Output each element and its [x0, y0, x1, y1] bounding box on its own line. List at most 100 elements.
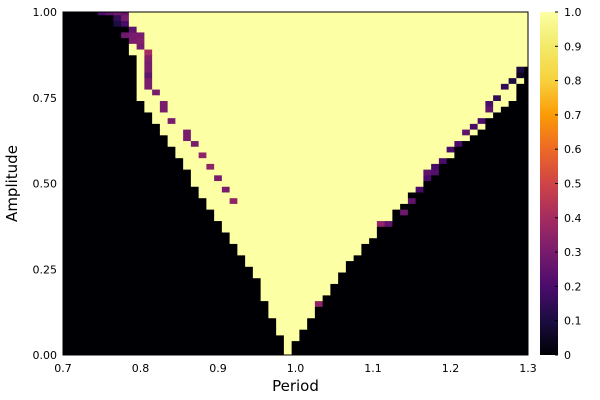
heatmap-cell — [469, 123, 479, 130]
heatmap-cell — [415, 163, 424, 170]
heatmap-cell — [190, 312, 200, 319]
heatmap-cell — [407, 214, 417, 222]
heatmap-cell — [66, 83, 76, 90]
heatmap-cell — [423, 112, 432, 119]
heatmap-cell — [152, 294, 161, 302]
heatmap-cell — [462, 14, 471, 21]
heatmap-cell — [291, 146, 300, 153]
heatmap-cell — [353, 289, 362, 296]
heatmap-cell — [97, 152, 107, 159]
heatmap-cell — [175, 334, 184, 342]
heatmap-cell — [400, 334, 409, 342]
heatmap-cell — [438, 312, 448, 319]
heatmap-cell — [74, 214, 83, 222]
heatmap-cell — [307, 289, 316, 296]
heatmap-cell — [392, 43, 401, 50]
heatmap-cell — [299, 26, 308, 33]
heatmap-cell — [206, 334, 215, 342]
heatmap-cell — [446, 77, 455, 84]
heatmap-cell — [90, 49, 99, 56]
heatmap-cell — [214, 294, 223, 302]
heatmap-cell — [454, 283, 463, 290]
heatmap-cell — [322, 129, 331, 136]
heatmap-cell — [159, 329, 169, 336]
heatmap-cell — [438, 134, 448, 142]
heatmap-cell — [152, 186, 161, 193]
heatmap-cell — [454, 334, 463, 342]
heatmap-cell — [214, 169, 223, 176]
heatmap-cell — [229, 277, 238, 284]
heatmap-cell — [477, 77, 486, 84]
heatmap-cell — [524, 117, 529, 124]
heatmap-cell — [291, 180, 300, 187]
heatmap-cell — [485, 323, 494, 330]
heatmap-cell — [524, 283, 529, 290]
heatmap-cell — [338, 14, 347, 21]
heatmap-cell — [214, 26, 223, 33]
heatmap-cell — [345, 112, 355, 119]
heatmap-cell — [508, 32, 517, 39]
heatmap-cell — [307, 283, 316, 290]
heatmap-cell — [516, 180, 525, 187]
heatmap-cell — [361, 14, 370, 21]
heatmap-cell — [90, 83, 99, 90]
heatmap-cell — [415, 26, 424, 33]
heatmap-cell — [299, 49, 308, 56]
heatmap-cell — [128, 237, 138, 244]
heatmap-cell — [508, 289, 517, 296]
heatmap-cell — [516, 112, 525, 119]
heatmap-cell — [314, 112, 324, 119]
heatmap-cell — [175, 83, 184, 90]
heatmap-cell — [152, 117, 161, 124]
heatmap-cell — [260, 94, 269, 102]
heatmap-cell — [268, 157, 277, 164]
heatmap-cell — [431, 129, 440, 136]
heatmap-cell — [415, 340, 424, 347]
heatmap-cell — [283, 72, 293, 79]
heatmap-cell — [252, 60, 262, 67]
heatmap-cell — [508, 237, 517, 244]
heatmap-cell — [493, 89, 502, 96]
heatmap-cell — [462, 266, 471, 273]
heatmap-cell — [477, 249, 486, 256]
heatmap-cell — [407, 60, 417, 67]
heatmap-cell — [152, 266, 161, 273]
heatmap-cell — [167, 214, 176, 222]
heatmap-cell — [237, 226, 246, 233]
heatmap-cell — [469, 83, 479, 90]
heatmap-cell — [469, 20, 479, 27]
heatmap-cell — [206, 317, 215, 324]
heatmap-cell — [361, 83, 370, 90]
heatmap-cell — [423, 266, 432, 273]
heatmap-cell — [454, 169, 463, 176]
heatmap-cell — [144, 43, 153, 50]
heatmap-cell — [113, 249, 122, 256]
heatmap-cell — [105, 203, 114, 210]
heatmap-cell — [260, 163, 269, 170]
heatmap-cell — [508, 192, 517, 199]
heatmap-cell — [121, 20, 130, 27]
heatmap-cell — [493, 203, 502, 210]
heatmap-cell — [245, 197, 254, 204]
heatmap-cell — [361, 329, 370, 336]
heatmap-cell — [167, 237, 176, 244]
heatmap-cell — [462, 26, 471, 33]
heatmap-cell — [291, 277, 300, 284]
heatmap-cell — [469, 146, 479, 153]
heatmap-cell — [105, 300, 114, 307]
heatmap-cell — [454, 60, 463, 67]
heatmap-cell — [128, 329, 138, 336]
heatmap-cell — [291, 152, 300, 159]
heatmap-cell — [175, 237, 184, 244]
heatmap-cell — [268, 300, 277, 307]
heatmap-cell — [485, 186, 494, 193]
heatmap-cell — [423, 272, 432, 279]
heatmap-cell — [113, 283, 122, 290]
heatmap-cell — [245, 174, 254, 182]
heatmap-cell — [485, 140, 494, 147]
heatmap-cell — [314, 254, 324, 262]
heatmap-cell — [345, 60, 355, 67]
heatmap-cell — [314, 134, 324, 142]
heatmap-cell — [144, 352, 153, 356]
